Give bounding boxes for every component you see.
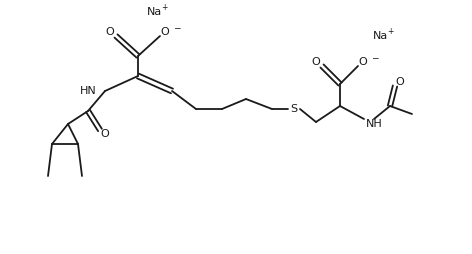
Text: O: O xyxy=(160,27,169,37)
Text: +: + xyxy=(387,27,393,36)
Text: HN: HN xyxy=(80,86,97,96)
Text: +: + xyxy=(161,3,168,12)
Text: −: − xyxy=(371,53,379,62)
Text: O: O xyxy=(312,57,320,67)
Text: O: O xyxy=(106,27,114,37)
Text: Na: Na xyxy=(373,31,388,41)
Text: −: − xyxy=(173,23,180,32)
Text: O: O xyxy=(359,57,367,67)
Text: NH: NH xyxy=(366,119,383,129)
Text: Na: Na xyxy=(147,7,162,17)
Text: O: O xyxy=(101,129,110,139)
Text: O: O xyxy=(396,77,405,87)
Text: S: S xyxy=(290,104,297,114)
